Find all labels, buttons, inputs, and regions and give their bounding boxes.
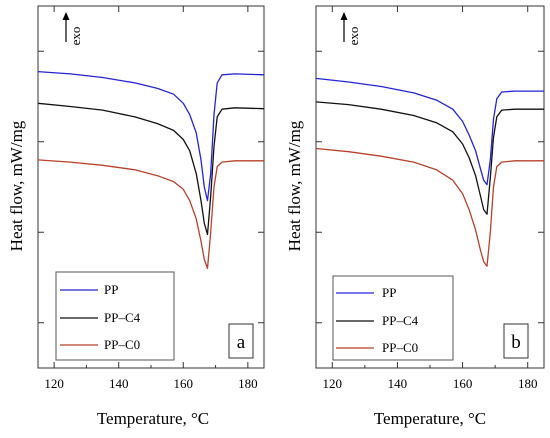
panel-b-x-tick-label-180: 180 xyxy=(518,376,538,391)
panel-b-y-axis-title: Heat flow, mW/mg xyxy=(285,120,304,251)
panel-b-x-tick-label-120: 120 xyxy=(323,376,343,391)
panel-b-legend-label-pp: PP xyxy=(382,285,396,300)
panel-b-exo-arrow-head xyxy=(340,12,348,20)
panel-a-exo-arrow-head xyxy=(62,12,70,20)
panel-a-exo-label: exo xyxy=(68,27,83,46)
panel-b-series-pp-c4 xyxy=(315,101,544,215)
panel-b-tick-layer: 120 140 160 180 xyxy=(316,6,544,391)
panel-b-x-tick-label-160: 160 xyxy=(453,376,473,391)
panel-a-legend-label-pp-c0: PP–C0 xyxy=(104,337,140,352)
panel-a-letter-box xyxy=(228,323,254,359)
panel-b-letter-box xyxy=(503,323,529,359)
panel-a-x-tick-label-140: 140 xyxy=(109,376,129,391)
panel-a-x-tick-label-180: 180 xyxy=(238,376,258,391)
panel-a-legend: PP PP–C4 PP–C0 xyxy=(55,271,175,361)
panel-a-x-tick-label-160: 160 xyxy=(174,376,194,391)
panel-b-legend-label-pp-c0: PP–C0 xyxy=(382,340,418,355)
panel-b-exo-label: exo xyxy=(346,27,361,46)
panel-b-exo-arrow-icon xyxy=(340,12,348,42)
panel-a-exo-arrow-icon xyxy=(62,12,70,42)
panel-b-letter: b xyxy=(511,332,521,353)
panel-b-series-pp xyxy=(315,77,544,186)
panel-a-series-pp-c0 xyxy=(37,159,264,270)
panel-a-legend-label-pp: PP xyxy=(104,282,118,297)
panel-b-series-pp-c0 xyxy=(315,147,544,267)
panel-b-legend: PP PP–C4 PP–C0 xyxy=(332,275,454,361)
panel-b-legend-label-pp-c4: PP–C4 xyxy=(382,313,419,328)
panel-a-letter: a xyxy=(237,332,246,353)
panel-b: 120 140 160 180 exo PP PP–C4 PP–C0 b Temper… xyxy=(285,5,545,428)
panel-a-series-layer xyxy=(37,70,265,270)
panel-a-x-tick-label-120: 120 xyxy=(44,376,64,391)
panel-a-y-axis-title: Heat flow, mW/mg xyxy=(7,120,26,251)
panel-a-tick-layer: 120 140 160 180 xyxy=(38,6,264,391)
panel-b-x-tick-label-140: 140 xyxy=(388,376,408,391)
panel-a-legend-label-pp-c4: PP–C4 xyxy=(104,310,141,325)
panel-b-legend-box xyxy=(332,275,454,361)
panel-b-series-layer xyxy=(315,77,544,267)
panel-a: 120 140 160 180 exo PP PP–C4 PP–C0 a Temper… xyxy=(7,5,265,428)
panel-a-series-pp xyxy=(37,70,265,202)
panel-b-x-axis-title: Temperature, °C xyxy=(374,409,486,428)
panel-a-x-axis-title: Temperature, °C xyxy=(97,409,209,428)
panel-a-series-pp-c4 xyxy=(37,102,265,236)
